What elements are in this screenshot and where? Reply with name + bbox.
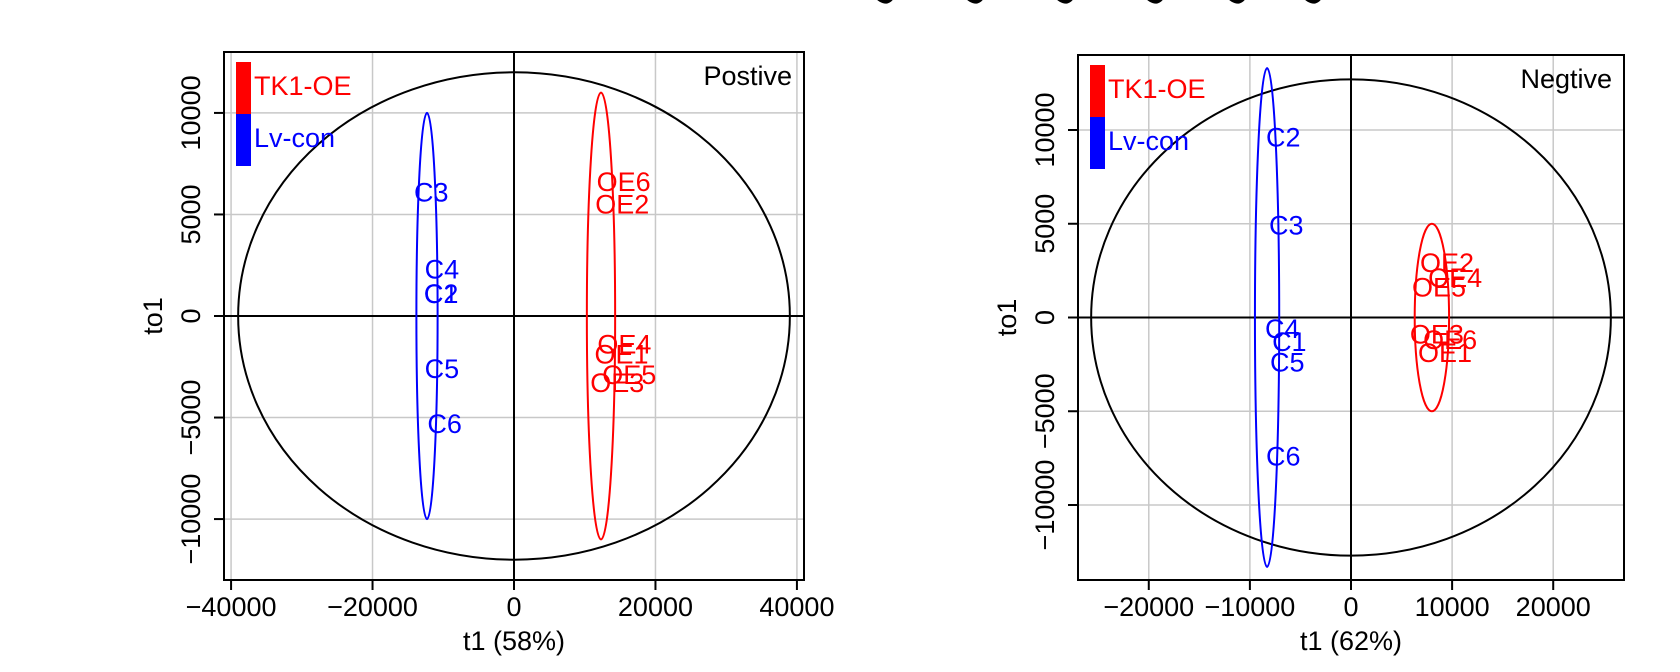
point-label: OE6 (1423, 325, 1477, 355)
legend-label: Lv-con (254, 123, 335, 153)
legend-label: TK1-OE (254, 71, 352, 101)
x-tick-label: 20000 (618, 592, 693, 622)
x-tick-label: −10000 (1204, 592, 1295, 622)
point-label: OE4 (1428, 263, 1482, 293)
legend-swatch (1090, 65, 1105, 117)
group-ellipse-0 (585, 91, 617, 541)
x-tick-label: −20000 (327, 592, 418, 622)
y-tick-label: −5000 (1030, 373, 1060, 449)
x-tick-label: −40000 (186, 592, 277, 622)
crop-letter: C (865, 0, 904, 12)
y-tick-label: −5000 (176, 380, 206, 456)
crop-letter: C (1045, 0, 1084, 12)
x-tick-label: 40000 (759, 592, 834, 622)
point-label: OE1 (1418, 338, 1472, 368)
x-axis-title: t1 (58%) (463, 626, 565, 656)
crop-letter: C (1135, 0, 1174, 12)
x-tick-label: 0 (1343, 592, 1358, 622)
point-label: C4 (425, 254, 460, 284)
legend: TK1-OE Lv-con (236, 62, 352, 166)
legend: TK1-OE Lv-con (1090, 65, 1206, 169)
group-ellipse-1 (415, 111, 439, 521)
point-label: C1 (424, 279, 459, 309)
y-tick-label: −10000 (176, 474, 206, 565)
point-label: OE5 (1412, 273, 1466, 303)
point-label: C6 (1266, 441, 1301, 471)
legend-label: TK1-OE (1108, 74, 1206, 104)
group-ellipse-1 (1253, 67, 1281, 568)
legend-swatch (1090, 117, 1105, 169)
y-tick-label: 10000 (1030, 92, 1060, 167)
point-label: OE3 (1410, 319, 1464, 349)
point-label: C5 (1270, 348, 1305, 378)
x-tick-label: −20000 (1103, 592, 1194, 622)
header-crop-letters: C C C C C C (865, 0, 1332, 12)
point-label: C5 (425, 354, 460, 384)
y-tick-label: −10000 (1030, 460, 1060, 551)
y-tick-label: 0 (1030, 310, 1060, 325)
y-axis-title: to1 (992, 299, 1022, 337)
y-tick-label: 5000 (176, 184, 206, 244)
group-ellipse-0 (1413, 222, 1451, 413)
point-label: OE2 (595, 189, 649, 219)
point-label: C2 (424, 279, 459, 309)
crop-letter: C (955, 0, 994, 12)
crop-letter: C (1217, 0, 1256, 12)
y-tick-label: 5000 (1030, 194, 1060, 254)
legend-swatch (236, 62, 251, 114)
point-label: OE2 (1420, 248, 1474, 278)
x-tick-label: 0 (506, 592, 521, 622)
t2-confidence-ellipse (1090, 78, 1612, 557)
mode-label: Negtive (1520, 64, 1612, 94)
point-label: C2 (1266, 123, 1301, 153)
point-label: OE6 (597, 167, 651, 197)
legend-swatch (236, 114, 251, 166)
legend-label: Lv-con (1108, 126, 1189, 156)
point-label: C3 (414, 177, 449, 207)
y-tick-label: 10000 (176, 75, 206, 150)
crop-letter: C (1293, 0, 1332, 12)
point-label: OE1 (594, 340, 648, 370)
point-label: OE4 (597, 330, 651, 360)
point-label: C4 (1265, 314, 1300, 344)
y-axis-title: to1 (138, 297, 168, 335)
t2-confidence-ellipse (237, 71, 791, 561)
x-tick-label: 10000 (1415, 592, 1490, 622)
x-tick-label: 20000 (1516, 592, 1591, 622)
point-label: OE3 (590, 368, 644, 398)
mode-label: Postive (703, 61, 792, 91)
x-axis-title: t1 (62%) (1300, 626, 1402, 656)
point-label: C3 (1269, 211, 1304, 241)
y-tick-label: 0 (176, 308, 206, 323)
point-label: OE5 (602, 360, 656, 390)
point-label: C6 (427, 409, 462, 439)
header-crop: C C C C C C (865, 0, 1332, 12)
point-label: C1 (1272, 327, 1307, 357)
